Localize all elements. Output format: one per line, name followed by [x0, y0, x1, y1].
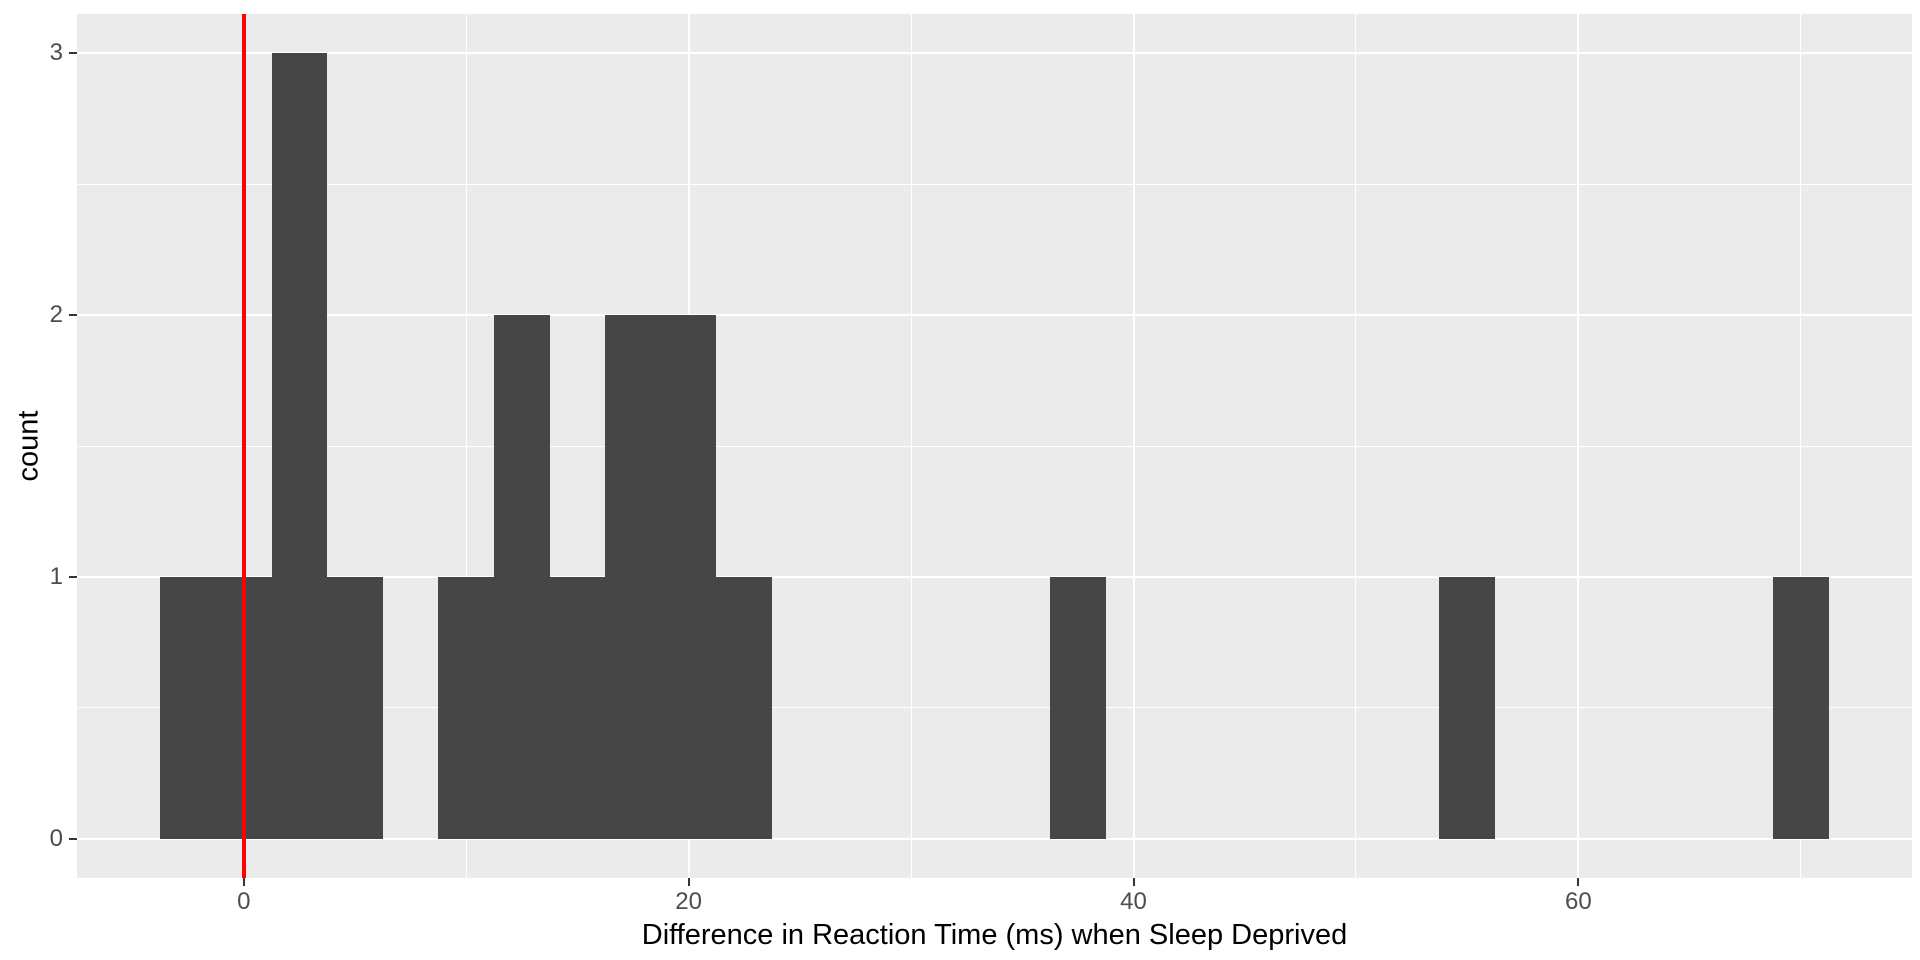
y-tick-label: 2	[49, 301, 63, 329]
gridline-y-major	[77, 837, 1912, 840]
gridline-x-minor	[1355, 14, 1357, 878]
x-tick-mark	[687, 878, 690, 886]
histogram-bar	[605, 315, 661, 839]
histogram-bar	[1050, 576, 1106, 839]
gridline-y-major	[77, 314, 1912, 317]
histogram-bar	[660, 315, 717, 839]
x-axis-title: Difference in Reaction Time (ms) when Sl…	[641, 919, 1348, 951]
gridline-y-minor	[77, 445, 1912, 447]
histogram-bar	[160, 576, 216, 839]
x-tick-label: 20	[675, 888, 702, 915]
histogram-bar	[327, 576, 383, 839]
y-tick-mark	[69, 837, 77, 840]
histogram-bar	[1772, 576, 1829, 839]
gridline-x-minor	[1800, 14, 1802, 878]
histogram-bar	[1439, 576, 1495, 839]
y-axis-title: count	[12, 410, 45, 482]
x-tick-label: 0	[237, 888, 251, 915]
gridline-y-minor	[77, 707, 1912, 709]
gridline-x-major	[1577, 14, 1580, 878]
y-tick-mark	[69, 575, 77, 578]
x-tick-mark	[242, 878, 245, 886]
histogram-bar	[494, 315, 550, 839]
gridline-y-major	[77, 575, 1912, 578]
y-tick-mark	[69, 52, 77, 55]
histogram-bar	[271, 53, 328, 839]
histogram-bar	[549, 576, 606, 839]
plot-panel	[77, 14, 1912, 878]
x-tick-mark	[1132, 878, 1135, 886]
gridline-y-major	[77, 52, 1912, 55]
x-tick-label: 40	[1120, 888, 1147, 915]
x-tick-label: 60	[1565, 888, 1592, 915]
histogram-bar	[438, 576, 495, 839]
y-tick-label: 0	[49, 824, 63, 852]
y-tick-label: 1	[49, 562, 63, 590]
gridline-x-minor	[465, 14, 467, 878]
y-tick-label: 3	[49, 39, 63, 67]
gridline-y-minor	[77, 183, 1912, 185]
x-tick-mark	[1577, 878, 1580, 886]
gridline-x-major	[1132, 14, 1135, 878]
histogram-bar	[716, 576, 773, 839]
y-tick-mark	[69, 314, 77, 317]
gridline-x-minor	[910, 14, 912, 878]
zero-reference-line	[241, 14, 246, 878]
